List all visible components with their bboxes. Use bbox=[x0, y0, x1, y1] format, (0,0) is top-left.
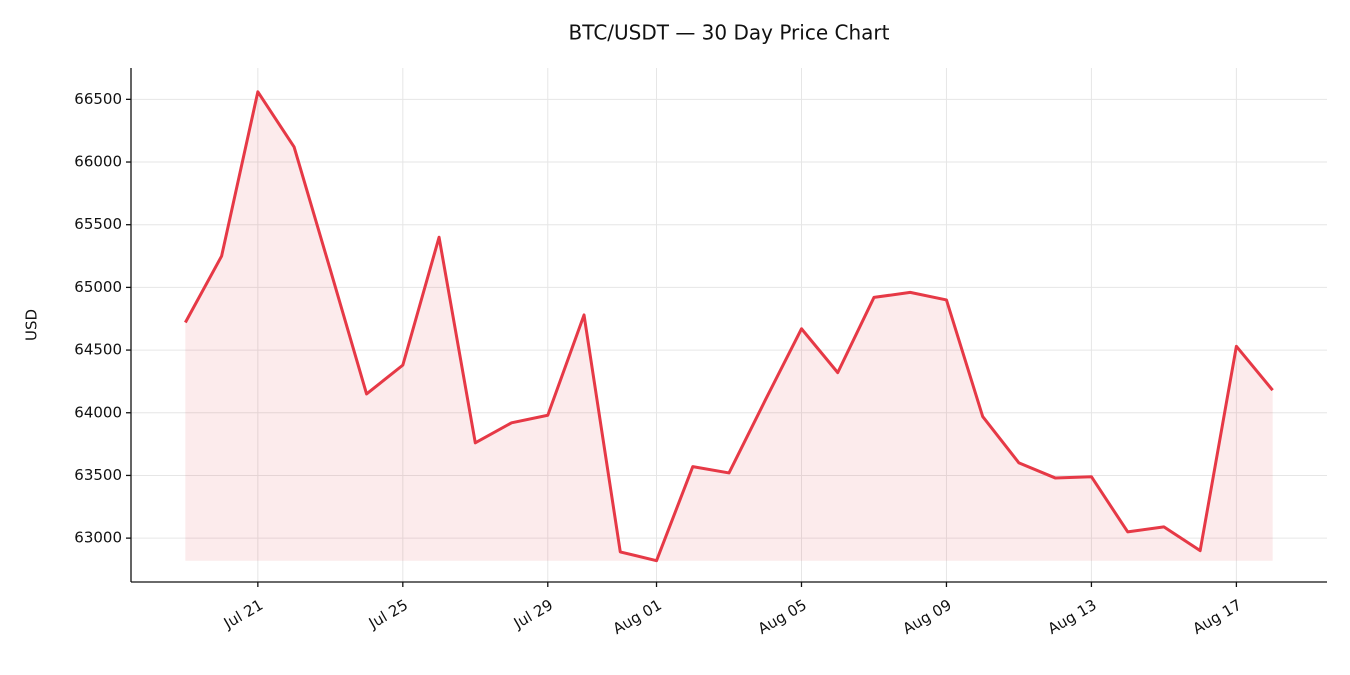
x-tick-label: Aug 09 bbox=[900, 596, 955, 638]
price-line bbox=[184, 90, 1274, 563]
y-tick-label: 63500 bbox=[74, 466, 122, 484]
y-tick-label: 64500 bbox=[74, 341, 122, 359]
x-tick-label: Aug 05 bbox=[755, 596, 810, 638]
area-fill bbox=[185, 91, 1273, 561]
x-tick-label: Jul 21 bbox=[220, 596, 266, 633]
x-tick-label: Aug 01 bbox=[610, 596, 665, 638]
x-tick-label: Aug 13 bbox=[1045, 596, 1100, 638]
x-tick-label: Jul 25 bbox=[365, 596, 411, 633]
y-tick-label: 66500 bbox=[74, 90, 122, 108]
x-tick-label: Aug 17 bbox=[1190, 596, 1245, 638]
axes bbox=[126, 68, 1327, 587]
chart-title: BTC/USDT — 30 Day Price Chart bbox=[569, 21, 890, 45]
y-axis-label: USD bbox=[23, 309, 41, 341]
y-tick-label: 65000 bbox=[74, 278, 122, 296]
y-tick-label: 63000 bbox=[74, 529, 122, 547]
x-tick-label: Jul 29 bbox=[510, 596, 556, 633]
y-tick-label: 64000 bbox=[74, 403, 122, 421]
y-tick-label: 66000 bbox=[74, 153, 122, 171]
grid bbox=[131, 68, 1327, 582]
y-tick-label: 65500 bbox=[74, 215, 122, 233]
plot-area bbox=[184, 90, 1274, 563]
